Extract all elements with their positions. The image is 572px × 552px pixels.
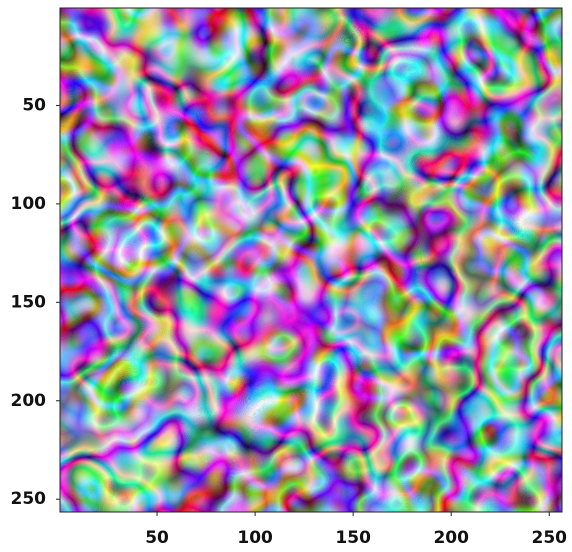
image-pixels bbox=[60, 8, 562, 512]
page: 5010015020025050100150200250 (() => { co… bbox=[0, 0, 572, 552]
x-tick-label: 100 bbox=[237, 528, 273, 548]
y-tick-label: 200 bbox=[11, 391, 47, 411]
x-tick-label: 250 bbox=[532, 528, 568, 548]
x-tick-label: 200 bbox=[433, 528, 469, 548]
y-tick-label: 150 bbox=[11, 292, 47, 312]
y-tick-label: 250 bbox=[11, 489, 47, 509]
x-tick-label: 50 bbox=[145, 528, 169, 548]
y-tick-label: 50 bbox=[22, 95, 46, 115]
chart: 50 100 150 200 250 50 100 150 200 250 bbox=[0, 0, 572, 552]
x-tick-label: 150 bbox=[335, 528, 371, 548]
y-tick-label: 100 bbox=[11, 194, 47, 214]
image bbox=[60, 8, 562, 512]
